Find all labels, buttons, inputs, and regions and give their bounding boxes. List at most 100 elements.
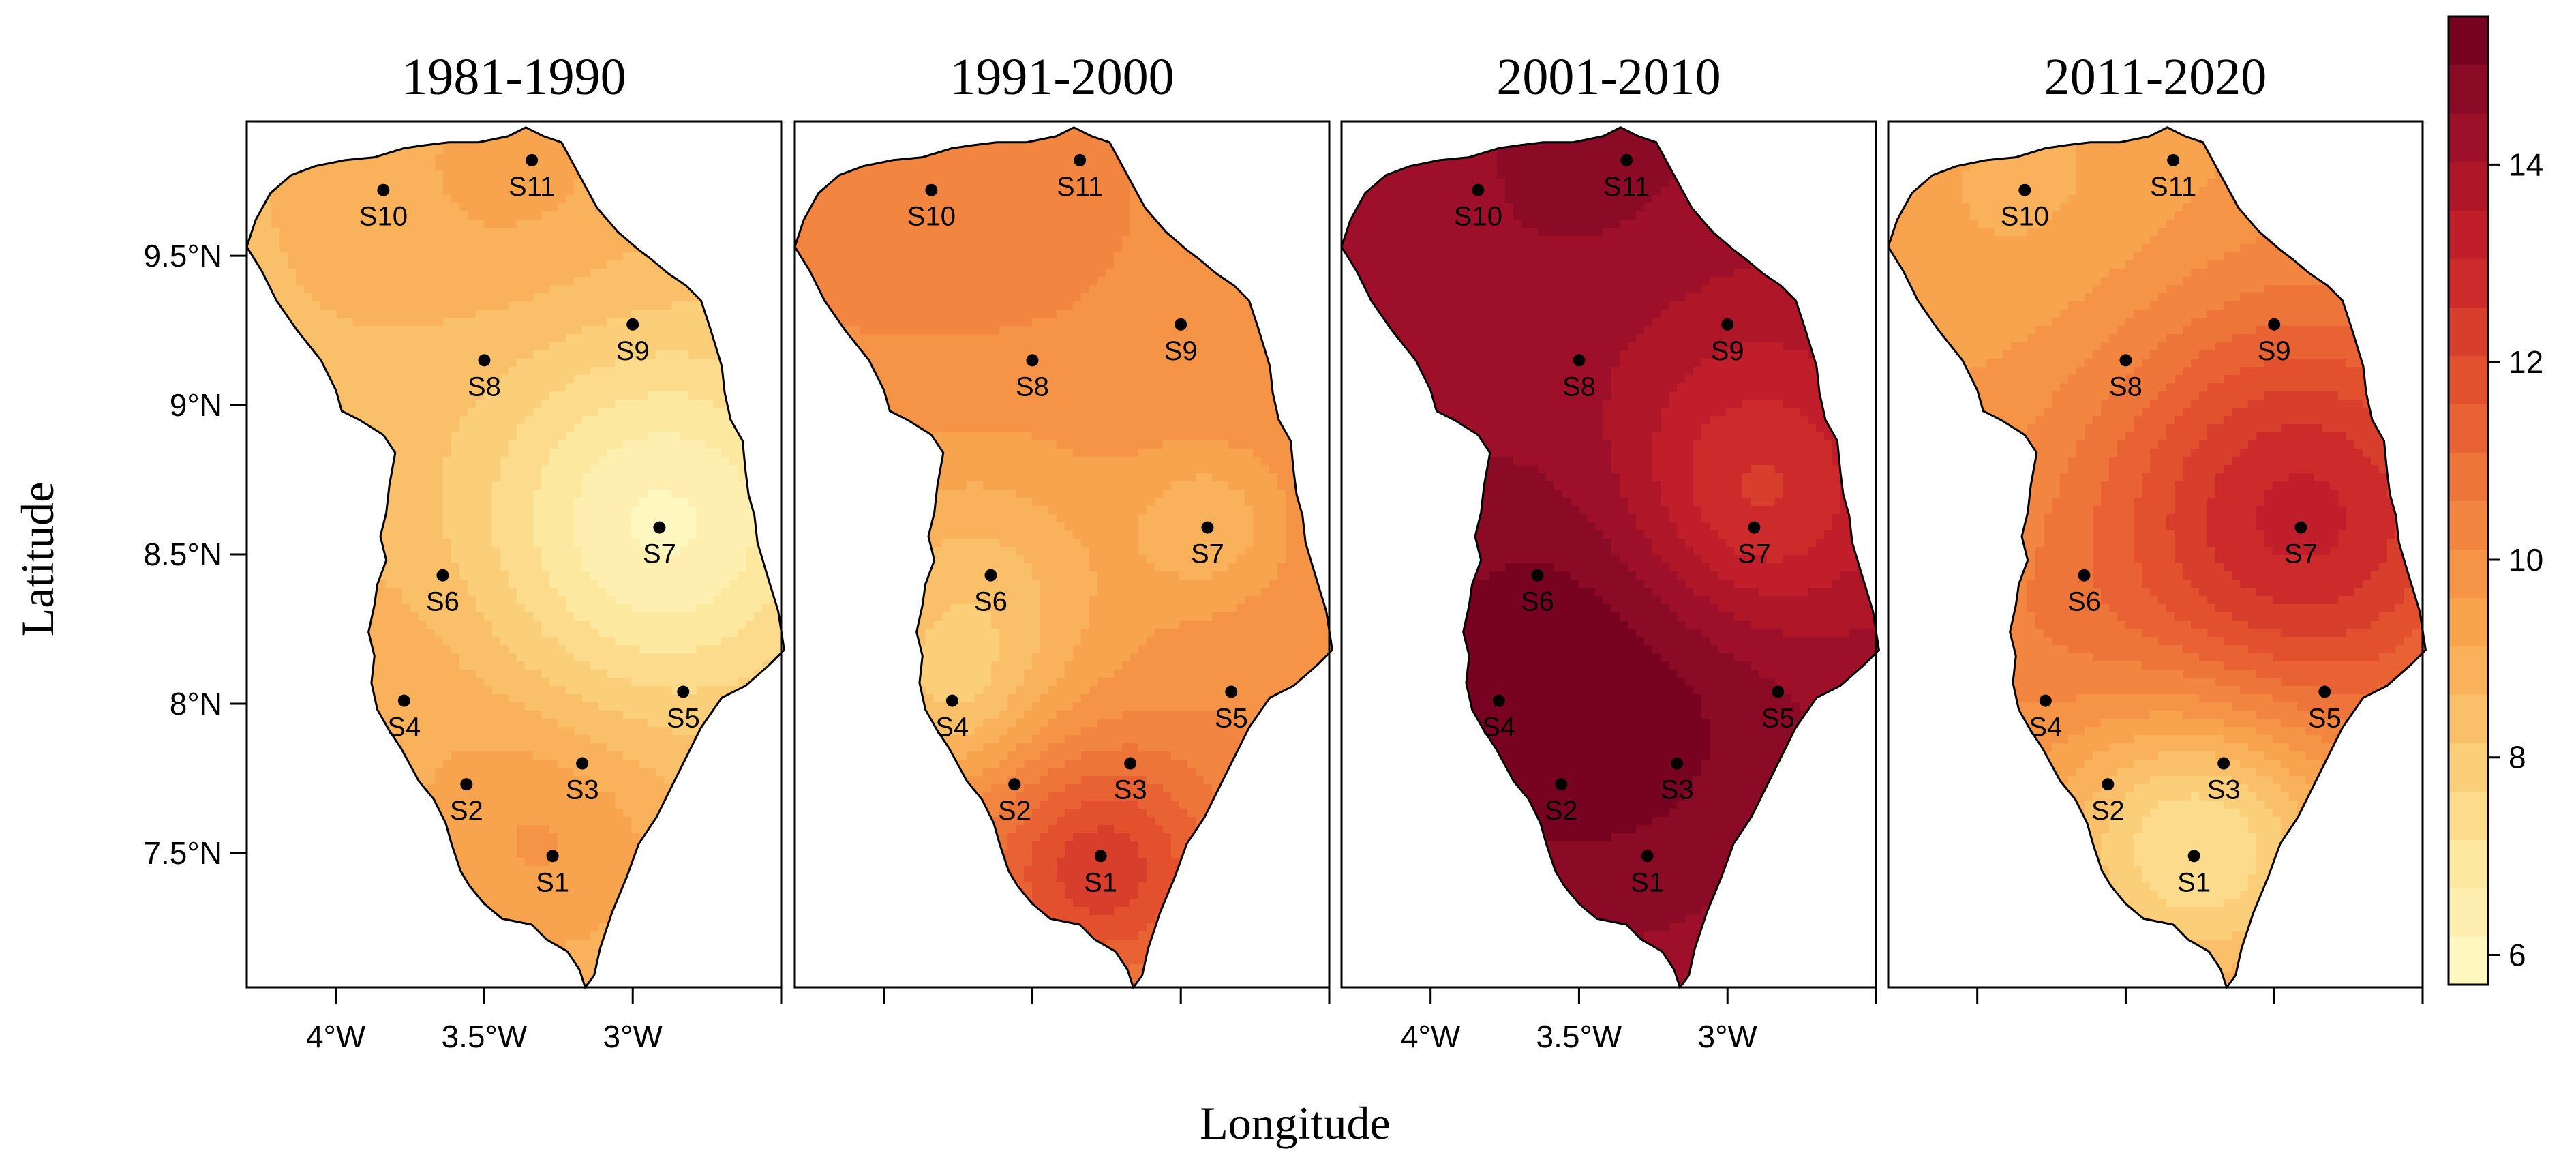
field-cell <box>762 596 771 605</box>
field-cell <box>533 301 542 310</box>
field-cell <box>648 514 656 523</box>
field-cell <box>427 146 436 155</box>
field-cell <box>320 645 329 654</box>
field-cell <box>541 555 550 564</box>
field-cell <box>746 719 755 728</box>
field-cell <box>541 203 550 212</box>
field-cell <box>247 130 256 138</box>
field-cell <box>361 539 370 548</box>
field-cell <box>738 334 746 343</box>
field-cell <box>656 127 665 130</box>
field-cell <box>574 220 583 228</box>
field-cell <box>345 350 354 359</box>
field-cell <box>729 334 738 343</box>
field-cell <box>656 481 665 490</box>
field-cell <box>427 375 436 384</box>
field-cell <box>312 596 321 605</box>
field-cell <box>639 236 648 245</box>
field-cell <box>607 604 616 613</box>
field-cell <box>623 473 632 482</box>
field-cell <box>770 530 779 539</box>
field-cell <box>484 588 493 597</box>
field-cell <box>525 547 534 556</box>
field-cell <box>337 653 346 662</box>
field-cell <box>533 588 542 597</box>
field-cell <box>345 138 354 147</box>
field-cell <box>746 130 755 138</box>
field-cell <box>754 342 763 351</box>
field-cell <box>558 547 566 556</box>
field-cell <box>402 563 411 572</box>
field-cell <box>574 203 583 212</box>
field-cell <box>427 580 436 588</box>
field-cell <box>509 301 517 310</box>
field-cell <box>558 490 566 498</box>
field-cell <box>639 310 648 318</box>
field-cell <box>288 727 297 736</box>
field-cell <box>558 621 566 629</box>
field-cell <box>549 203 558 212</box>
field-cell <box>598 195 607 204</box>
field-cell <box>648 236 656 245</box>
field-cell <box>770 424 779 433</box>
field-cell <box>459 547 468 556</box>
field-cell <box>361 686 370 695</box>
field-cell <box>304 432 313 441</box>
field-cell <box>549 170 558 179</box>
field-cell <box>713 146 722 155</box>
field-cell <box>713 727 722 736</box>
field-cell <box>754 367 763 376</box>
field-cell <box>623 530 632 539</box>
field-cell <box>271 367 280 376</box>
field-cell <box>705 563 714 572</box>
field-cell <box>590 555 599 564</box>
field-cell <box>386 719 395 728</box>
field-cell <box>656 170 665 179</box>
field-cell <box>738 629 746 638</box>
field-cell <box>402 498 411 507</box>
field-cell <box>402 367 411 376</box>
field-cell <box>729 326 738 335</box>
field-cell <box>419 228 427 237</box>
field-cell <box>525 228 534 237</box>
field-cell <box>648 285 656 294</box>
field-cell <box>279 293 288 302</box>
field-cell <box>558 334 566 343</box>
field-cell <box>394 719 403 728</box>
field-cell <box>427 530 436 539</box>
field-cell <box>607 244 616 253</box>
field-cell <box>353 588 362 597</box>
field-cell <box>369 432 378 441</box>
field-cell <box>312 661 321 670</box>
field-cell <box>378 195 387 204</box>
field-cell <box>345 146 354 155</box>
field-cell <box>320 727 329 736</box>
field-cell <box>345 170 354 179</box>
field-cell <box>697 686 706 695</box>
field-cell <box>762 637 771 646</box>
field-cell <box>353 342 362 351</box>
field-cell <box>664 530 673 539</box>
field-cell <box>279 580 288 588</box>
field-cell <box>484 162 493 171</box>
field-cell <box>296 514 305 523</box>
field-cell <box>369 228 378 237</box>
field-cell <box>598 621 607 629</box>
field-cell <box>746 530 755 539</box>
field-cell <box>590 612 599 621</box>
field-cell <box>615 702 624 711</box>
field-cell <box>549 449 558 458</box>
field-cell <box>590 342 599 351</box>
field-cell <box>410 416 419 425</box>
field-cell <box>517 326 526 335</box>
field-cell <box>558 473 566 482</box>
field-cell <box>353 481 362 490</box>
field-cell <box>459 612 468 621</box>
field-cell <box>427 498 436 507</box>
field-cell <box>738 571 746 580</box>
field-cell <box>427 408 436 417</box>
field-cell <box>729 383 738 392</box>
field-cell <box>296 127 305 130</box>
field-cell <box>427 678 436 687</box>
field-cell <box>648 310 656 318</box>
